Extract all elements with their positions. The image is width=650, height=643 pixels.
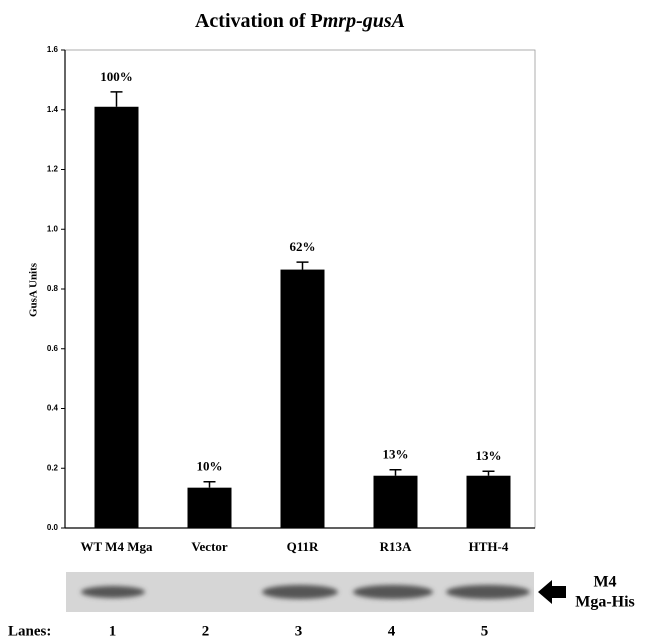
y-tick-label: 0.2	[47, 463, 59, 472]
value-annotation: 13%	[476, 448, 502, 463]
bar	[95, 107, 139, 528]
title-italic: mrp-gusA	[323, 10, 405, 32]
blot-band	[81, 586, 145, 598]
blot-band	[353, 585, 433, 599]
figure: Activation of Pmrp-gusA GusA Units M4 Mg…	[0, 0, 650, 643]
error-bar	[204, 482, 216, 488]
value-annotation: 13%	[383, 447, 409, 462]
x-tick-label: Q11R	[287, 539, 319, 554]
bar	[374, 476, 418, 528]
y-axis-label: GusA Units	[28, 262, 40, 317]
value-annotation: 62%	[290, 239, 316, 254]
lane-number: 4	[388, 623, 396, 639]
bar	[281, 270, 325, 528]
lane-number: 2	[202, 623, 210, 639]
bar	[467, 476, 511, 528]
y-tick-label: 0.6	[47, 344, 59, 353]
lane-number: 1	[109, 623, 117, 639]
y-tick-label: 1.0	[47, 224, 59, 233]
x-tick-label: WT M4 Mga	[81, 539, 153, 554]
title-main: Activation of P	[195, 10, 323, 32]
blot-band	[446, 585, 530, 599]
y-tick-label: 0.4	[47, 404, 59, 413]
y-tick-label: 1.2	[47, 165, 59, 174]
blot-label: Mga-His	[575, 594, 635, 611]
y-tick-label: 1.4	[47, 105, 59, 114]
blot-band	[262, 585, 338, 599]
error-bar	[111, 92, 123, 107]
blot: M4 Mga-His Lanes:	[8, 572, 635, 639]
x-tick-label: R13A	[380, 539, 412, 554]
lanes-label: Lanes:	[8, 623, 51, 639]
x-tick-label: HTH-4	[469, 539, 509, 554]
x-tick-label: Vector	[191, 539, 228, 554]
y-tick-label: 0.0	[47, 523, 59, 532]
arrow	[538, 580, 566, 604]
bar	[188, 488, 232, 528]
value-annotation: 100%	[100, 69, 133, 84]
error-bar	[390, 470, 402, 476]
lane-number: 3	[295, 623, 303, 639]
y-tick-label: 0.8	[47, 284, 59, 293]
lane-number: 5	[481, 623, 489, 639]
error-bar	[297, 262, 309, 269]
chart-title: Activation of Pmrp-gusA	[195, 10, 405, 32]
blot-label: M4	[593, 574, 616, 591]
value-annotation: 10%	[197, 459, 223, 474]
y-tick-label: 1.6	[47, 45, 59, 54]
error-bar	[483, 471, 495, 475]
